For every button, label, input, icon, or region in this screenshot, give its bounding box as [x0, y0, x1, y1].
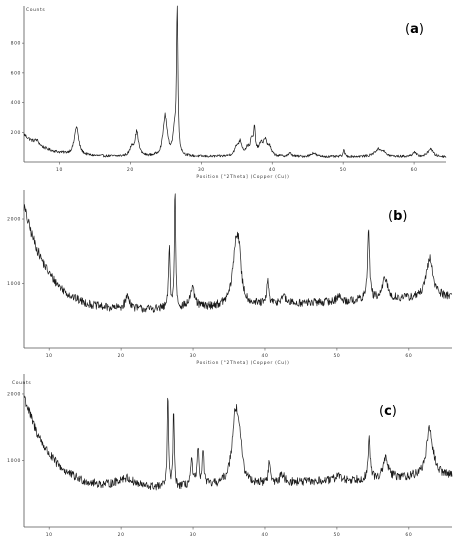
panel-a-x-tick-label: 50 — [340, 167, 347, 173]
panel-b-x-tick-label: 50 — [333, 353, 340, 359]
panel-c-diffraction-trace — [23, 395, 453, 491]
panel-b-label: (b) — [388, 209, 407, 224]
panel-a-x-tick-label: 60 — [411, 167, 418, 173]
panel-c-x-tick-label: 50 — [333, 532, 340, 538]
panel-c-y-tick-label: 2000 — [7, 392, 21, 398]
panel-b-x-tick-label: 60 — [405, 353, 412, 359]
panel-c-y-axis-top-label: Counts — [12, 380, 31, 386]
panel-c-x-ticks: 10 20 30 40 50 60 — [46, 527, 412, 538]
panel-c-x-tick-label: 10 — [46, 532, 53, 538]
panel-b-x-tick-label: 20 — [118, 353, 125, 359]
xrd-panel-b: 1000 2000 10 20 30 40 50 60 Position [°2Theta]… — [7, 190, 453, 366]
panel-a-y-tick-label: 400 — [11, 100, 21, 106]
panel-a-x-ticks: 10 20 30 40 50 60 — [56, 162, 418, 173]
panel-b-x-tick-label: 30 — [190, 353, 197, 359]
panel-c-x-tick-label: 40 — [262, 532, 269, 538]
panel-c-y-ticks: 1000 2000 — [7, 392, 24, 464]
panel-a-y-axis-top-label: Counts — [26, 7, 45, 13]
panel-c-label: (c) — [379, 404, 397, 419]
panel-a-x-tick-label: 40 — [269, 167, 276, 173]
panel-a-x-tick-label: 20 — [127, 167, 134, 173]
panel-a-y-ticks: 200 400 600 800 — [11, 41, 24, 136]
panel-a-x-tick-label: 10 — [56, 167, 63, 173]
panel-b-diffraction-trace — [23, 193, 453, 313]
panel-a-x-tick-label: 30 — [198, 167, 205, 173]
xrd-panel-a: Counts 200 400 600 800 10 20 30 40 50 60 Positio… — [11, 5, 447, 180]
panel-a-x-axis-label: Position [°2Theta] (Copper (Cu)) — [196, 174, 289, 180]
panel-a-y-tick-label: 600 — [11, 70, 21, 76]
xrd-panel-c: Counts 1000 2000 10 20 30 40 50 60 (c) — [7, 374, 453, 538]
panel-b-x-axis-label: Position [°2Theta] (Copper (Cu)) — [196, 360, 289, 366]
panel-b-x-ticks: 10 20 30 40 50 60 — [46, 348, 412, 359]
panel-b-y-ticks: 1000 2000 — [7, 217, 24, 287]
panel-c-x-tick-label: 60 — [405, 532, 412, 538]
panel-b-x-tick-label: 10 — [46, 353, 53, 359]
panel-b-x-tick-label: 40 — [262, 353, 269, 359]
panel-a-diffraction-trace — [23, 5, 447, 158]
panel-a-y-tick-label: 800 — [11, 41, 21, 47]
panel-a-label: (a) — [405, 22, 424, 37]
panel-a-y-tick-label: 200 — [11, 130, 21, 136]
panel-c-y-tick-label: 1000 — [7, 458, 21, 464]
panel-c-x-tick-label: 20 — [118, 532, 125, 538]
panel-c-x-tick-label: 30 — [190, 532, 197, 538]
panel-b-y-tick-label: 2000 — [7, 217, 21, 223]
panel-b-y-tick-label: 1000 — [7, 281, 21, 287]
